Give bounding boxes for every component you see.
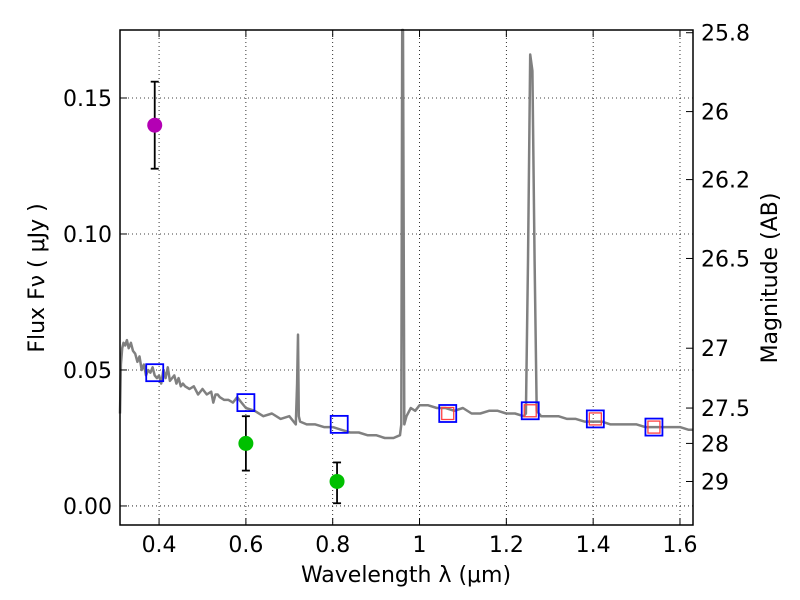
plot-frame: [119, 29, 694, 526]
y-tick-label: 0.00: [63, 495, 112, 520]
y2-tick-label: 26.5: [701, 247, 750, 272]
y-tick-label: 0.15: [63, 87, 112, 112]
model-square-inner-marker: [523, 404, 537, 418]
y2-axis-label: Magnitude (AB): [758, 193, 783, 364]
model-square-marker: [145, 363, 165, 383]
model-square-inner-marker: [441, 406, 455, 421]
y-tick-label: 0.05: [63, 359, 112, 384]
x-tick-label: 1.6: [662, 533, 697, 558]
y2-tick-label: 25.8: [701, 22, 750, 47]
observed-point: [147, 117, 163, 133]
model-square-marker: [644, 417, 664, 437]
grid-lines: [120, 30, 693, 525]
model-square-marker: [236, 393, 256, 413]
x-axis-label: Wavelength λ (μm): [301, 563, 511, 588]
observed-point: [329, 473, 345, 489]
x-tick-label: 1.4: [576, 533, 611, 558]
y-tick-label: 0.10: [63, 223, 112, 248]
y2-tick-label: 29: [701, 470, 729, 495]
x-tick-label: 0.4: [142, 533, 177, 558]
data-layer: [118, 28, 693, 505]
x-tick-label: 0.8: [315, 533, 350, 558]
model-square-marker: [585, 409, 605, 429]
x-tick-label: 1: [413, 533, 427, 558]
model-square-inner-marker: [647, 420, 661, 434]
observed-point: [238, 435, 254, 451]
sed-line: [118, 28, 693, 440]
y-axis-label: Flux Fν ( μJy ): [25, 203, 50, 352]
model-square-marker: [520, 401, 540, 421]
model-square-marker: [329, 414, 349, 434]
tick-layer: 0.4 0.6 0.8 1 1.2 1.4 1.6 0.00 0.05 0.10 0.15 25.8 2…: [63, 22, 750, 558]
y2-tick-label: 26: [701, 101, 729, 126]
model-square-inner-marker: [588, 412, 602, 426]
y2-tick-label: 28: [701, 432, 729, 457]
x-tick-label: 0.6: [228, 533, 263, 558]
x-tick-label: 1.2: [489, 533, 524, 558]
y2-tick-label: 27: [701, 337, 729, 362]
model-square-marker: [438, 404, 458, 423]
y2-tick-label: 26.2: [701, 169, 750, 194]
y2-tick-label: 27.5: [701, 397, 750, 422]
